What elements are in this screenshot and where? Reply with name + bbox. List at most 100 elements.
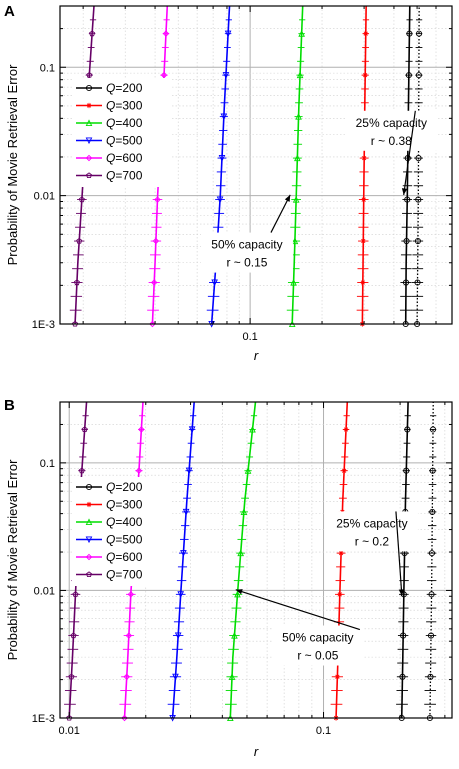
series-q-500: [205, 5, 233, 328]
data-point: [174, 632, 182, 640]
annotation-arrowhead: [398, 589, 405, 596]
series-q-200: [399, 5, 413, 328]
data-point: [240, 508, 248, 515]
data-point: [292, 195, 300, 203]
data-point: [224, 30, 232, 38]
annotation: 25% capacity r ~ 0.38: [345, 110, 438, 195]
x-tick-label: 0.01: [58, 725, 79, 737]
series-q-500: [166, 401, 198, 722]
y-tick-label: 0.01: [34, 585, 55, 597]
data-point: [338, 550, 344, 556]
axis-ticks: [60, 402, 452, 719]
data-point: [404, 155, 411, 162]
data-point: [185, 467, 193, 475]
data-point: [222, 72, 230, 79]
annotation-text: 50% capacity: [282, 631, 353, 645]
annotation-arrowhead: [401, 188, 408, 195]
series-line: [416, 5, 420, 325]
data-point: [162, 30, 170, 37]
legend-label: Q=300: [106, 99, 143, 113]
data-point: [70, 632, 77, 639]
data-point: [429, 426, 437, 433]
data-point: [85, 137, 93, 145]
data-point: [295, 113, 302, 120]
annotation-box: [325, 511, 418, 552]
data-point: [154, 196, 161, 203]
data-point: [72, 320, 79, 327]
annotation-box: [200, 232, 293, 273]
data-point: [86, 172, 92, 179]
panel-letter: A: [4, 3, 15, 20]
annotation-text: 50% capacity: [211, 238, 282, 252]
y-tick-label: 1E-3: [32, 319, 55, 331]
data-point: [403, 237, 410, 245]
series-line: [229, 401, 257, 719]
data-point: [291, 237, 299, 245]
annotation-arrow: [270, 194, 291, 233]
series-q-200: [411, 5, 424, 328]
data-point: [180, 550, 187, 557]
data-point: [360, 279, 366, 286]
legend: Q=200 Q=300 Q=400 Q=500 Q=600 Q=700: [72, 477, 170, 586]
legend-label: Q=700: [106, 169, 143, 183]
data-point: [86, 501, 92, 508]
series-line: [171, 401, 195, 719]
legend: Q=200 Q=300 Q=400 Q=500 Q=600 Q=700: [72, 78, 170, 187]
data-point: [172, 673, 179, 681]
data-point: [177, 591, 185, 598]
data-point: [427, 632, 435, 639]
y-tick-label: 0.01: [34, 191, 55, 203]
data-point: [85, 518, 93, 526]
data-point: [294, 154, 301, 162]
series-q-400: [224, 401, 259, 722]
series-line: [400, 401, 409, 719]
data-point: [400, 632, 407, 639]
panel-letter: B: [4, 397, 15, 414]
data-point: [341, 468, 347, 474]
annotation-text: r ~ 0.15: [226, 256, 267, 270]
annotation-arrowhead: [284, 194, 291, 202]
annotation-text: r ~ 0.2: [355, 534, 390, 548]
series-group: [69, 5, 424, 328]
legend-label: Q=300: [106, 498, 143, 512]
series-q-300: [330, 401, 351, 721]
data-point: [73, 279, 80, 286]
data-point: [429, 508, 436, 515]
data-point: [85, 536, 93, 544]
data-point: [361, 155, 367, 161]
data-point: [85, 154, 93, 162]
data-point: [414, 237, 421, 245]
legend-label: Q=400: [106, 515, 143, 529]
annotation-arrow: [395, 511, 403, 596]
legend-box: [72, 477, 170, 586]
data-point: [123, 673, 130, 681]
data-point: [337, 591, 343, 597]
data-point: [76, 237, 83, 244]
data-point: [135, 467, 143, 474]
data-point: [127, 591, 135, 598]
series-q-200: [423, 401, 437, 722]
annotation: 50% capacity r ~ 0.05: [235, 589, 364, 666]
data-point: [343, 426, 349, 433]
data-point: [249, 425, 256, 433]
data-point: [234, 590, 241, 598]
annotation-box: [271, 625, 364, 666]
data-point: [218, 155, 226, 162]
legend-label: Q=500: [106, 533, 143, 547]
data-point: [86, 571, 92, 578]
y-axis-label: Probability of Movie Retrieval Error: [5, 459, 20, 661]
data-point: [404, 196, 411, 203]
data-point: [216, 196, 224, 204]
data-point: [188, 426, 196, 434]
data-point: [403, 467, 410, 474]
data-point: [362, 72, 368, 78]
annotation: 25% capacity r ~ 0.2: [325, 511, 418, 596]
data-point: [211, 279, 218, 287]
x-axis-label: r: [254, 348, 259, 363]
data-point: [149, 320, 156, 328]
legend-box: [72, 78, 170, 187]
data-point: [85, 119, 93, 127]
data-point: [231, 631, 238, 639]
